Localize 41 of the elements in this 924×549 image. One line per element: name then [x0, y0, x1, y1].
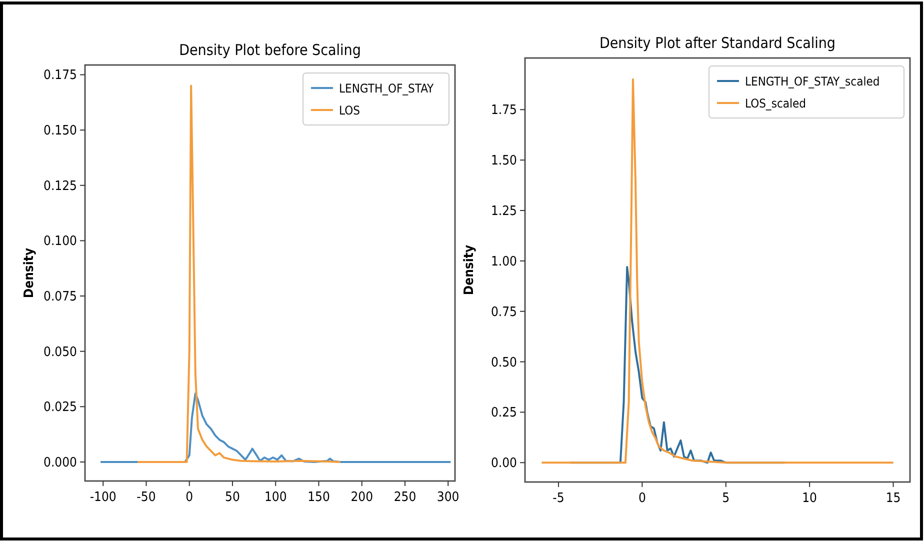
x-tick-label: 15 — [886, 491, 901, 506]
y-axis-title: Density — [22, 248, 37, 298]
x-tick-label: 300 — [436, 490, 460, 505]
y-tick-label: 0.175 — [44, 68, 77, 84]
x-tick-label: -5 — [552, 491, 564, 506]
y-tick-label: 0.000 — [44, 455, 77, 470]
y-tick-label: 0.100 — [44, 234, 77, 250]
y-tick-label: 0.025 — [44, 400, 77, 416]
y-tick-label: 0.75 — [490, 304, 517, 320]
line-series — [540, 78, 894, 464]
x-tick-label: 0 — [638, 491, 646, 506]
x-tick-label: 100 — [264, 490, 287, 505]
x-tick-label: 250 — [394, 490, 416, 505]
y-tick-label: 0.50 — [490, 355, 517, 370]
y-tick-label: 1.00 — [490, 254, 517, 270]
line-series — [100, 392, 452, 463]
chart-title: Density Plot after Standard Scaling — [599, 34, 836, 52]
y-tick-label: 0.150 — [44, 124, 77, 139]
y-tick-label: 0.00 — [490, 456, 517, 472]
x-tick-label: 5 — [722, 491, 730, 506]
legend-label: LENGTH_OF_STAY — [339, 82, 434, 96]
y-tick-label: 0.125 — [44, 178, 77, 194]
y-tick-label: 0.25 — [490, 406, 517, 421]
legend-label: LOS — [339, 104, 360, 118]
chart-title: Density Plot before Scaling — [179, 41, 361, 59]
y-tick-label: 0.050 — [44, 344, 77, 360]
legend-label: LENGTH_OF_STAY_scaled — [745, 74, 880, 88]
y-tick-label: 1.50 — [490, 154, 517, 169]
x-tick-label: 10 — [802, 491, 818, 506]
line-series — [136, 84, 342, 463]
x-tick-label: 150 — [308, 490, 330, 505]
x-tick-label: 50 — [225, 490, 240, 505]
x-tick-label: -100 — [90, 490, 116, 505]
y-tick-label: 0.075 — [44, 290, 77, 305]
x-tick-label: -50 — [136, 490, 156, 505]
y-axis-title: Density — [462, 244, 477, 296]
x-tick-label: 0 — [186, 490, 194, 505]
legend-label: LOS_scaled — [745, 96, 806, 110]
x-tick-label: 200 — [350, 490, 374, 505]
y-tick-label: 1.75 — [490, 103, 517, 118]
y-tick-label: 1.25 — [490, 204, 517, 219]
